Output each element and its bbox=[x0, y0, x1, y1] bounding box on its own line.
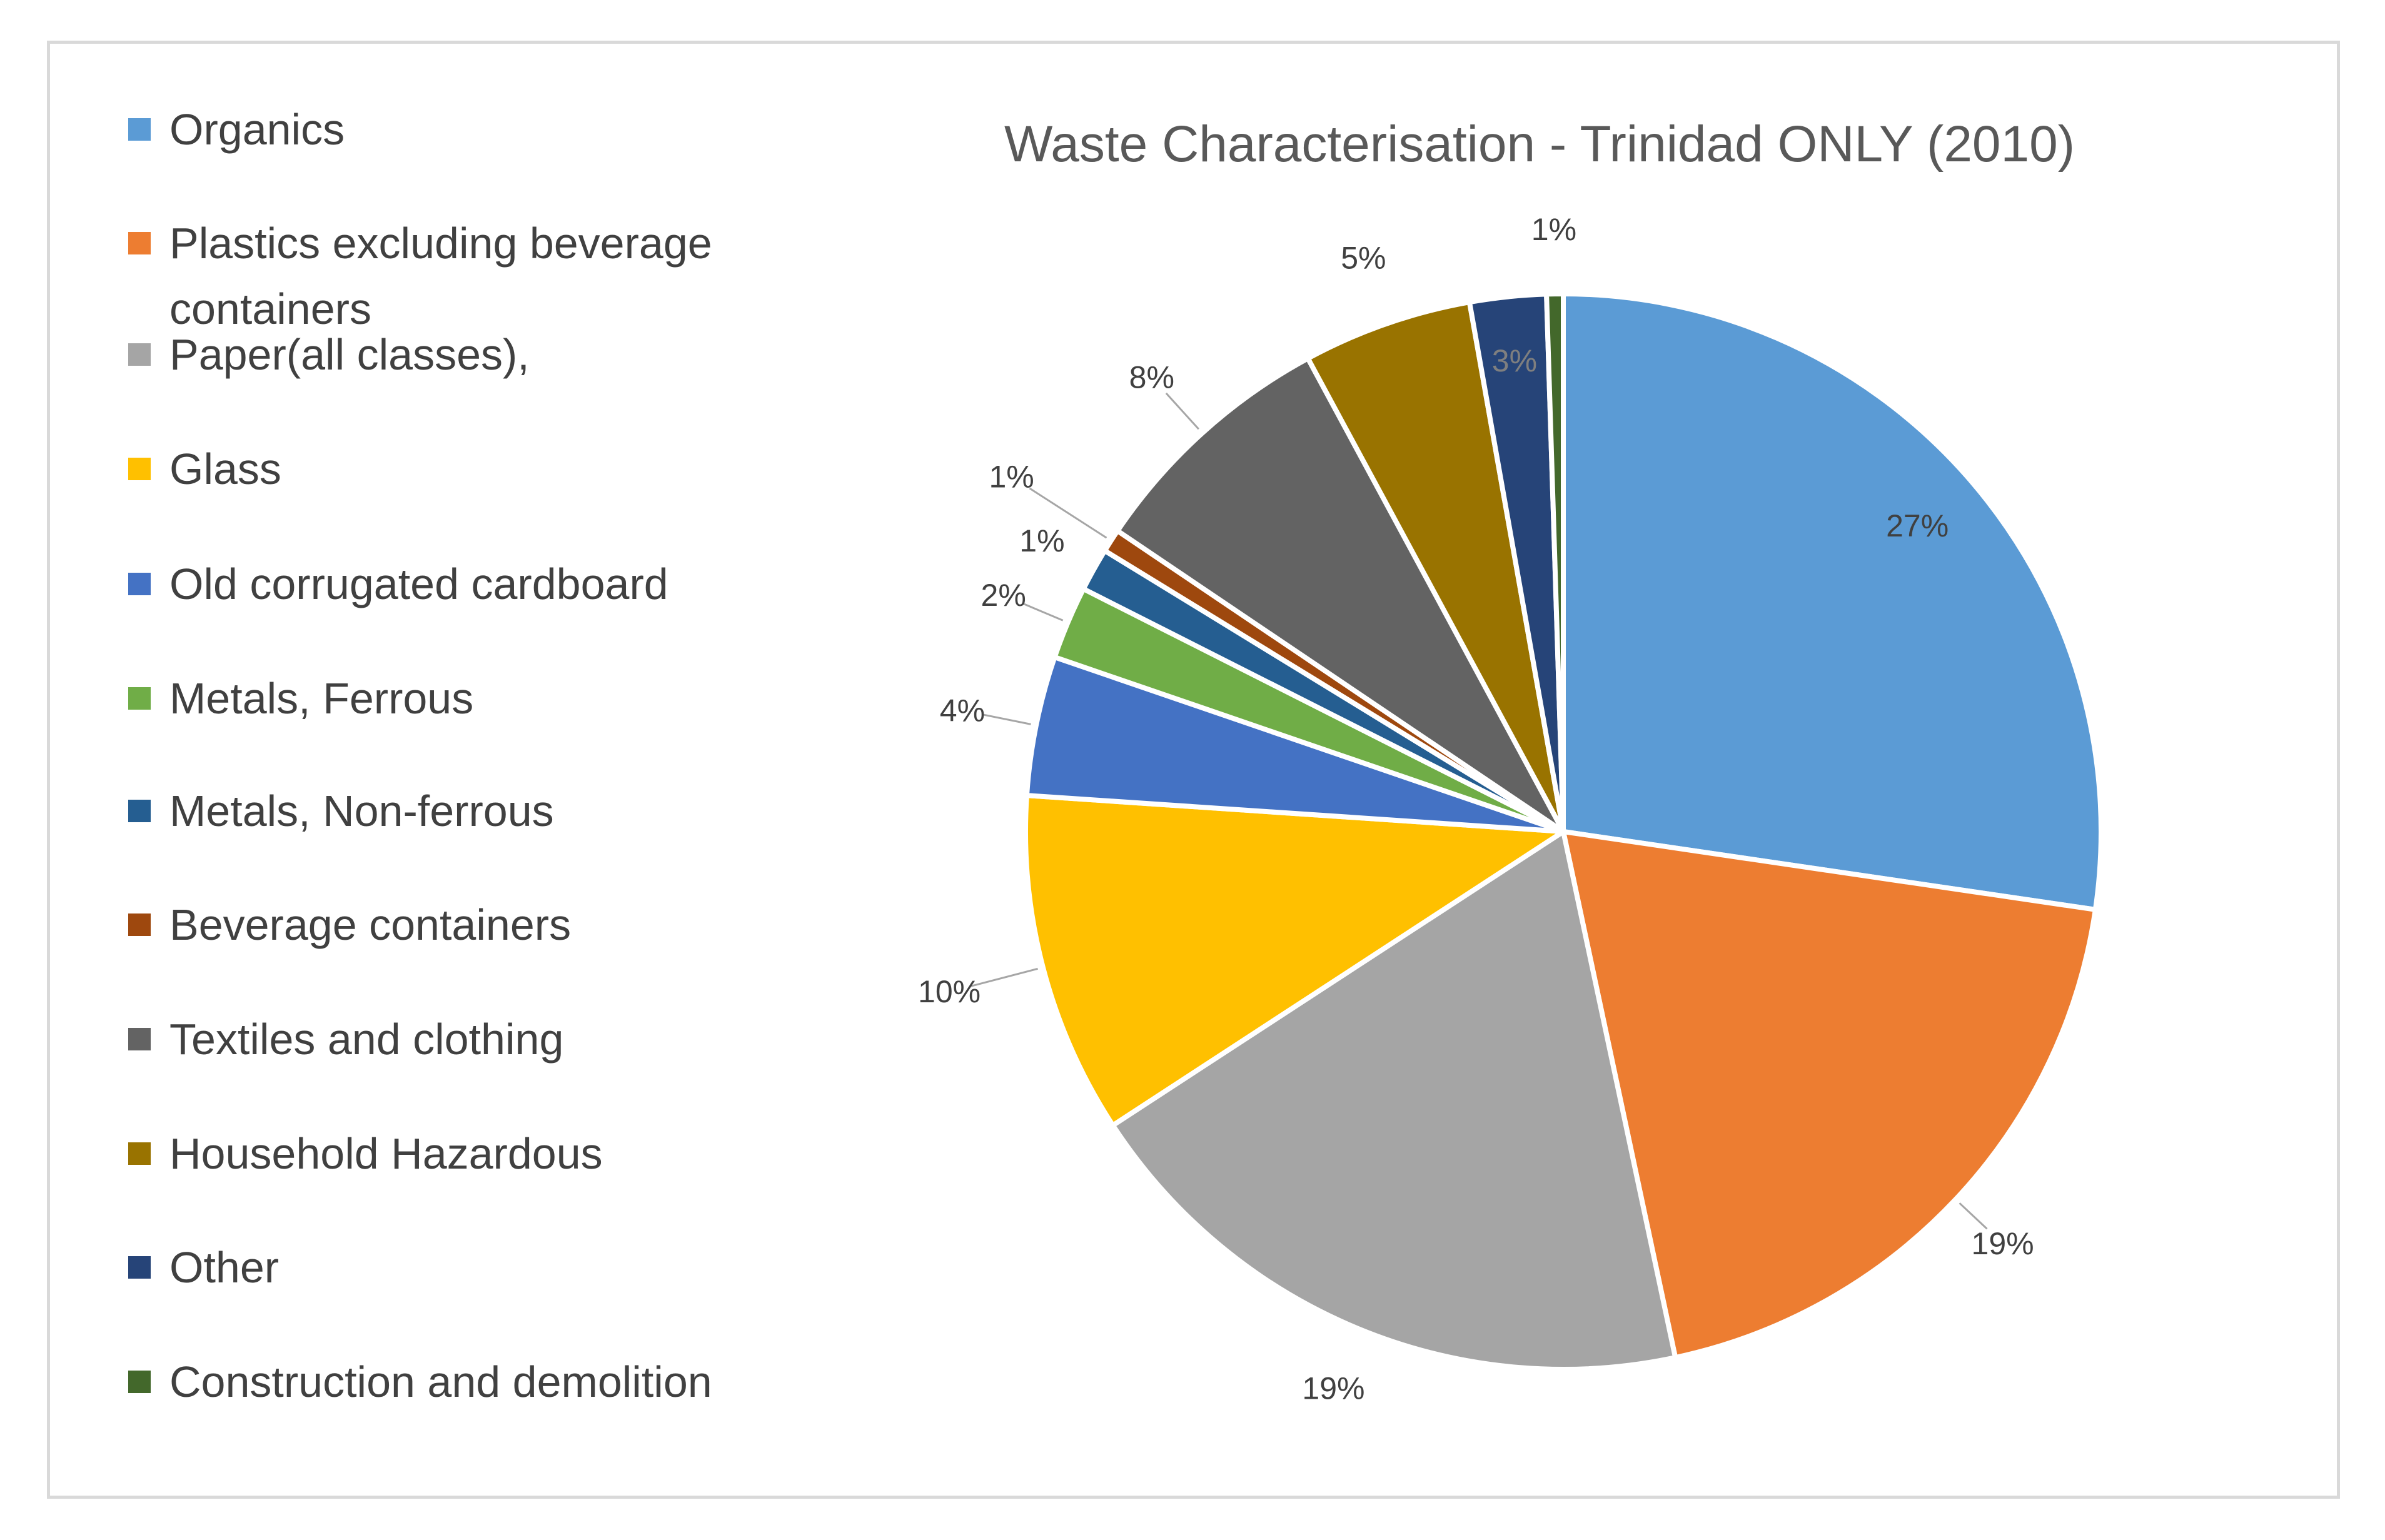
legend-label: Paper(all classes), bbox=[169, 330, 530, 379]
legend-item-paper-all-classes: Paper(all classes), bbox=[128, 322, 847, 388]
legend-label: Household Hazardous bbox=[169, 1129, 603, 1178]
legend-swatch bbox=[128, 1256, 151, 1279]
legend-label: Construction and demolition bbox=[169, 1357, 712, 1406]
data-label-metals-non-ferrous: 1% bbox=[1019, 523, 1064, 558]
data-label-construction-and-demolition: 1% bbox=[1531, 212, 1576, 247]
legend-swatch bbox=[128, 458, 151, 480]
legend-item-plastics-excluding-beverage-containers: Plastics excluding beverage containers bbox=[128, 211, 847, 342]
legend-item-beverage-containers: Beverage containers bbox=[128, 892, 847, 958]
legend-swatch bbox=[128, 118, 151, 141]
legend-item-glass: Glass bbox=[128, 436, 847, 502]
legend-item-metals-ferrous: Metals, Ferrous bbox=[128, 666, 847, 732]
legend-item-construction-and-demolition: Construction and demolition bbox=[128, 1349, 847, 1415]
legend-item-other: Other bbox=[128, 1235, 847, 1301]
leader-line bbox=[1959, 1202, 1988, 1230]
data-labels: 27% 19% 19% 10% 4% 2% 1% 1% 8% 5% 3% 1% bbox=[918, 212, 2034, 1406]
pie-slice-construction-and-demolition bbox=[1544, 291, 1566, 834]
data-label-textiles-and-clothing: 8% bbox=[1129, 360, 1174, 395]
legend-item-household-hazardous: Household Hazardous bbox=[128, 1121, 847, 1187]
legend-swatch bbox=[128, 573, 151, 595]
data-label-household-hazardous: 5% bbox=[1341, 240, 1386, 275]
legend-item-textiles-and-clothing: Textiles and clothing bbox=[128, 1007, 847, 1072]
data-label-plastics-excluding-beverage-containers: 19% bbox=[1972, 1226, 2034, 1261]
legend-swatch bbox=[128, 1371, 151, 1393]
legend-swatch bbox=[128, 343, 151, 366]
chart-title: Waste Characterisation - Trinidad ONLY (… bbox=[1004, 116, 2075, 173]
legend-label: Beverage containers bbox=[169, 900, 572, 949]
legend-swatch bbox=[128, 232, 151, 254]
data-label-beverage-containers: 1% bbox=[989, 459, 1034, 494]
legend-label: Metals, Non-ferrous bbox=[169, 787, 554, 835]
legend-item-organics: Organics bbox=[128, 97, 847, 163]
data-label-other: 3% bbox=[1492, 343, 1537, 378]
legend-swatch bbox=[128, 800, 151, 822]
legend-label: Plastics excluding beverage containers bbox=[169, 219, 712, 333]
legend-item-old-corrugated-cardboard: Old corrugated cardboard bbox=[128, 551, 847, 617]
leader-lines bbox=[969, 392, 1988, 1230]
pie-slice-household-hazardous bbox=[1305, 299, 1566, 834]
data-label-metals-ferrous: 2% bbox=[981, 578, 1026, 613]
data-label-organics: 27% bbox=[1886, 508, 1949, 543]
leader-line bbox=[969, 967, 1038, 988]
data-label-old-corrugated-cardboard: 4% bbox=[940, 693, 985, 728]
leader-line bbox=[983, 713, 1031, 725]
legend-swatch bbox=[128, 1028, 151, 1050]
legend-label: Old corrugated cardboard bbox=[169, 560, 668, 608]
pie-slices bbox=[1023, 291, 2104, 1372]
pie-slice-organics bbox=[1561, 291, 2104, 912]
data-label-paper-all-classes: 19% bbox=[1302, 1371, 1364, 1406]
leader-line bbox=[1029, 487, 1107, 539]
data-label-glass: 10% bbox=[918, 974, 981, 1009]
pie-slice-plastics-excluding-beverage-containers bbox=[1561, 829, 2098, 1361]
legend-label: Glass bbox=[169, 445, 281, 493]
legend-swatch bbox=[128, 687, 151, 710]
legend-swatch bbox=[128, 913, 151, 936]
pie-slice-paper-all-classes bbox=[1110, 829, 1678, 1372]
legend-item-metals-non-ferrous: Metals, Non-ferrous bbox=[128, 778, 847, 844]
leader-line bbox=[1022, 603, 1064, 622]
leader-line bbox=[1165, 392, 1199, 430]
pie-slice-textiles-and-clothing bbox=[1115, 356, 1566, 834]
legend-label: Organics bbox=[169, 105, 345, 154]
legend-label: Textiles and clothing bbox=[169, 1015, 564, 1064]
pie-slice-glass bbox=[1023, 793, 1566, 1128]
legend-label: Metals, Ferrous bbox=[169, 674, 474, 723]
legend-swatch bbox=[128, 1142, 151, 1165]
legend-label: Other bbox=[169, 1243, 280, 1292]
